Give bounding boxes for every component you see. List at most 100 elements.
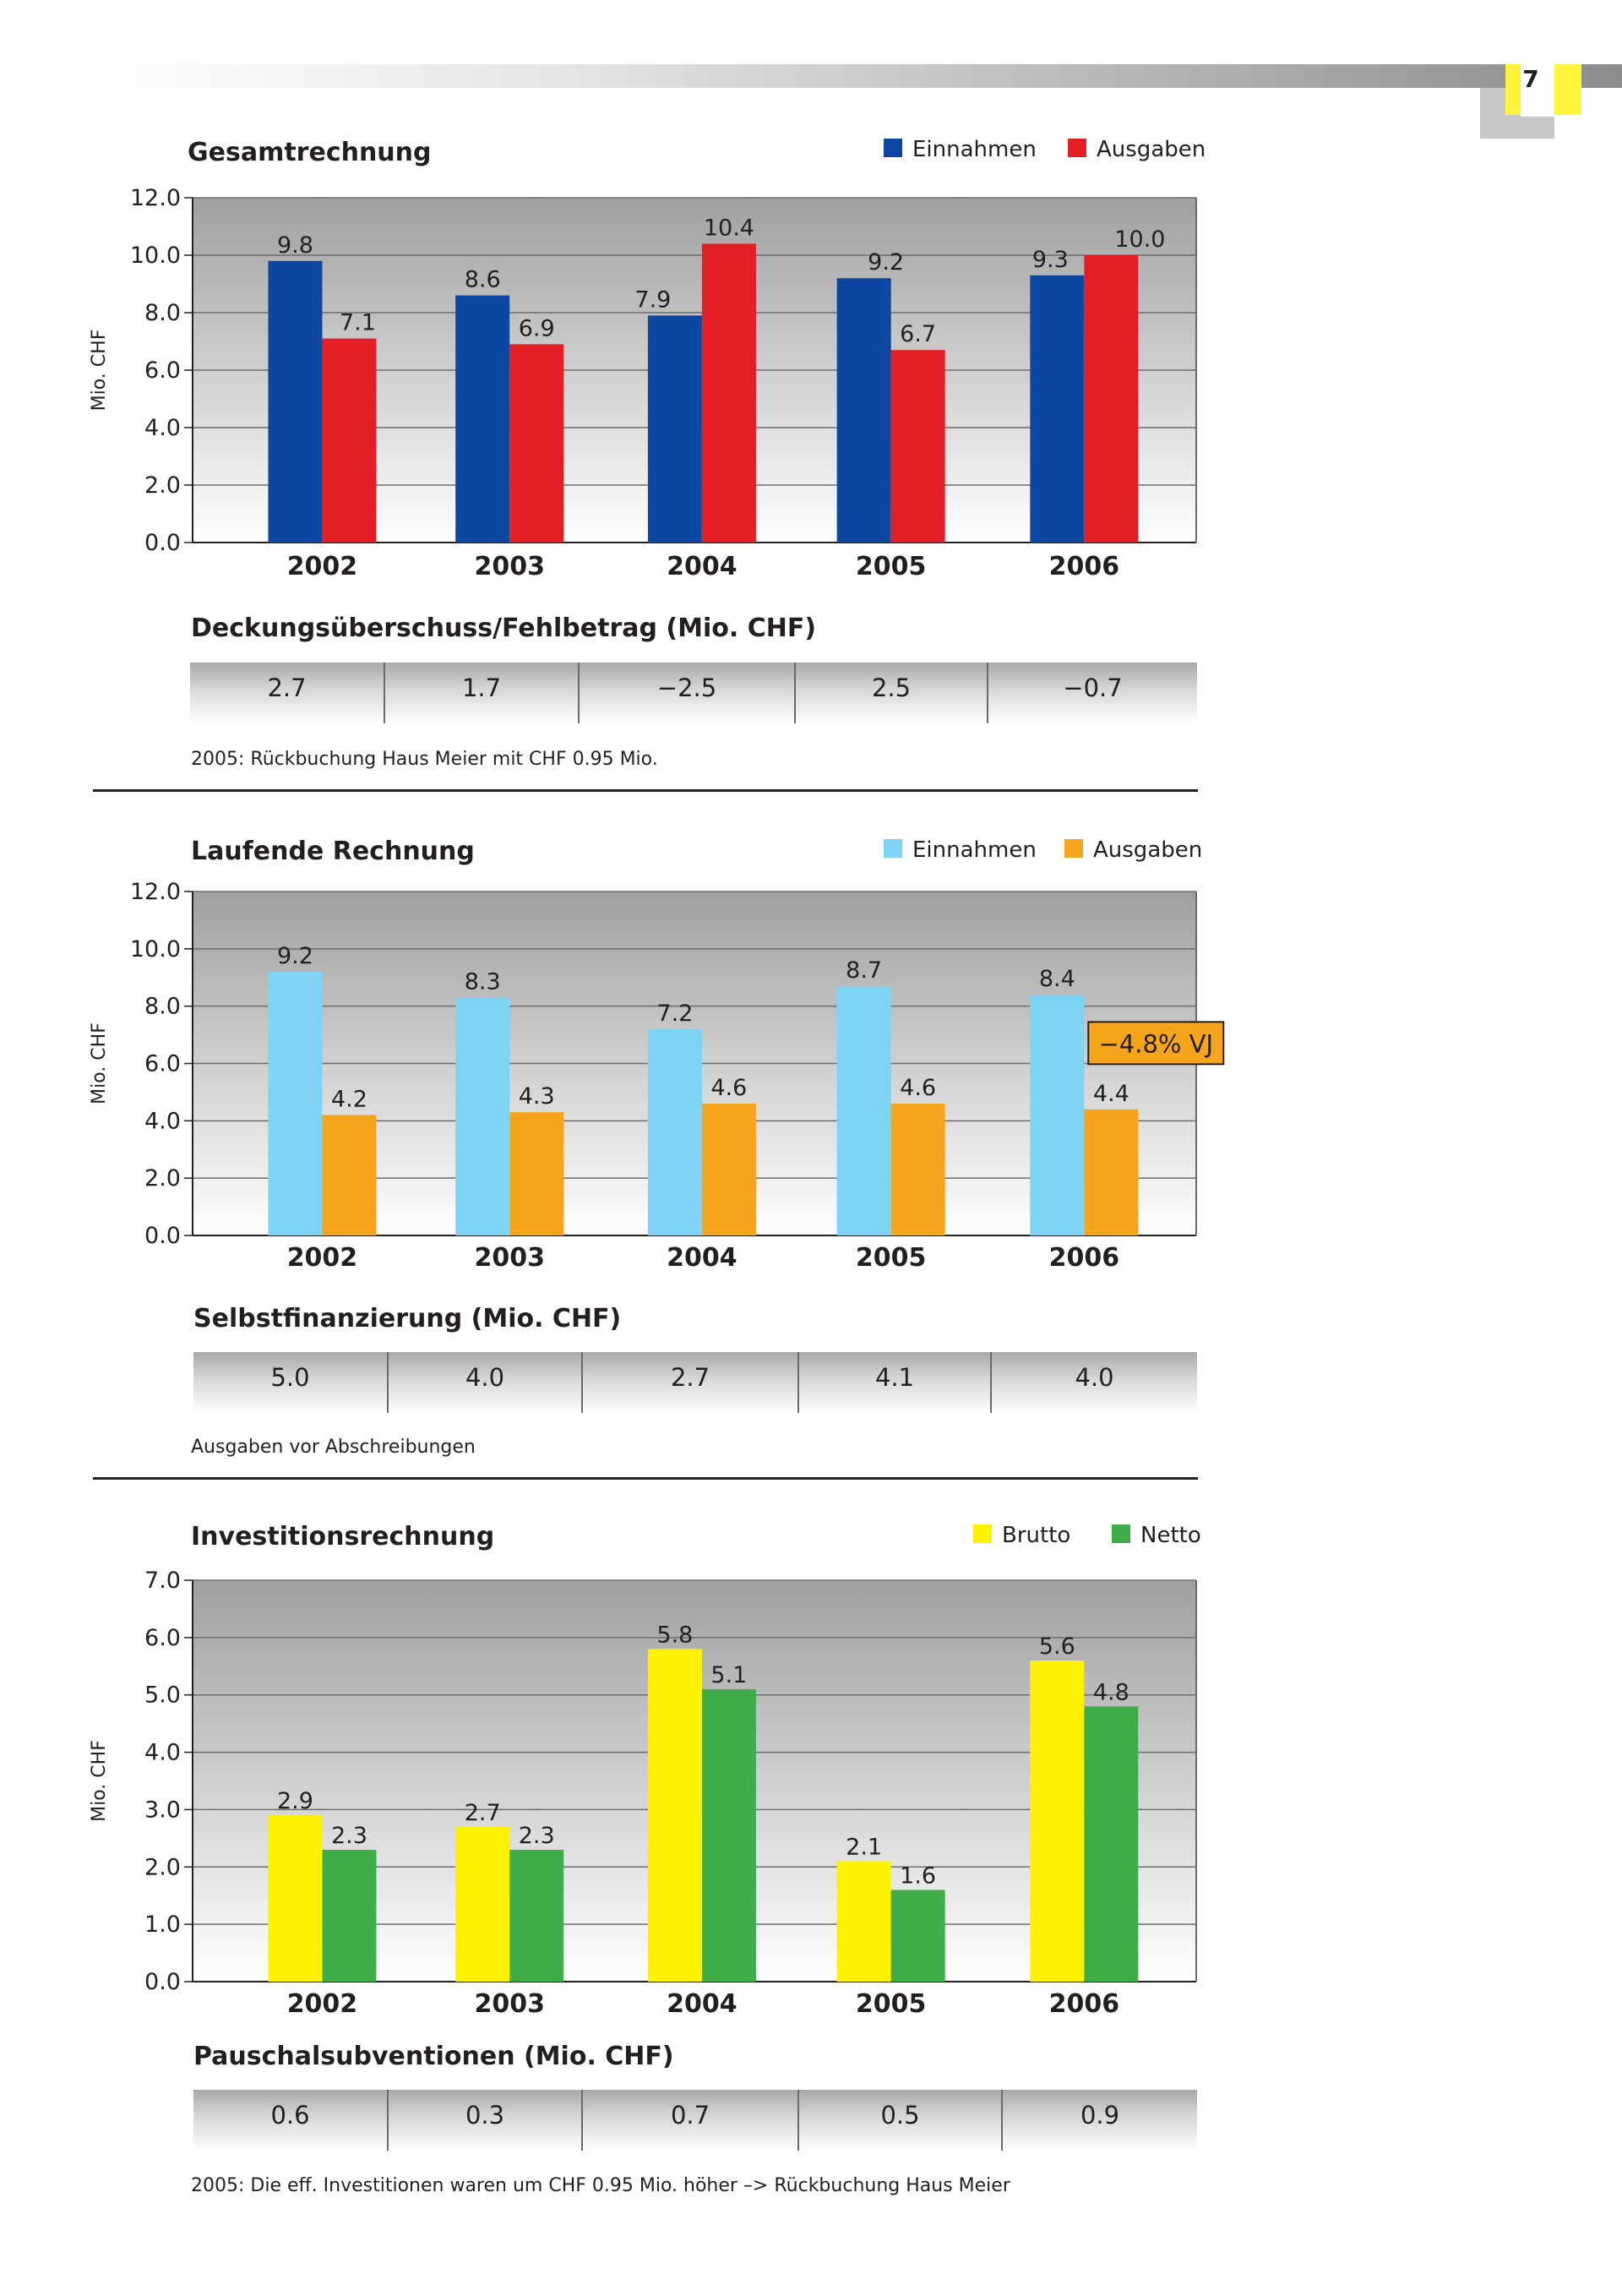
data-label: 8.6 [465, 267, 501, 293]
bar [1084, 1706, 1139, 1982]
bar [455, 1826, 510, 1982]
chart-gesamtrechnung: 0.0 2.0 4.0 6.0 8.0 10.0 12.0 Mio. CHF Gesamtrec… [89, 137, 1206, 581]
bar [1084, 1109, 1139, 1235]
data-label: 7.9 [634, 286, 671, 313]
footnote-table-3: 2005: Die eff. Investitionen waren um CH… [191, 2175, 1010, 2196]
chart-title: Investitionsrechnung [191, 1522, 494, 1552]
data-label: 2.3 [519, 1823, 555, 1849]
bar [322, 1115, 377, 1235]
y-tick-label: 0.0 [144, 1223, 181, 1249]
y-tick-label: 6.0 [144, 357, 181, 384]
table-pauschalsubventionen: 0.6 0.3 0.7 0.5 0.9 [193, 2090, 1197, 2151]
footnote-table-1: 2005: Rückbuchung Haus Meier mit CHF 0.9… [191, 749, 658, 770]
data-label: 9.3 [1032, 247, 1069, 273]
y-tick-label: 4.0 [144, 1740, 181, 1766]
legend-swatch [884, 139, 902, 157]
bar [1030, 995, 1085, 1235]
bar [890, 1890, 945, 1982]
bar [509, 1849, 564, 1982]
y-tick-label: 3.0 [144, 1797, 181, 1823]
table-cell: 4.0 [389, 1352, 583, 1413]
table-cell: 0.5 [799, 2090, 1003, 2151]
footnote-table-2: Ausgaben vor Abschreibungen [191, 1437, 476, 1458]
bar [890, 1103, 945, 1235]
bar [1030, 1661, 1085, 1982]
bar [322, 1849, 377, 1982]
x-category-label: 2003 [474, 1989, 545, 2019]
x-category-label: 2003 [474, 1243, 545, 1273]
table-cell: 4.0 [1075, 1363, 1114, 1392]
y-tick-label: 12.0 [130, 879, 181, 905]
y-tick-label: 5.0 [144, 1682, 181, 1709]
bar [701, 1688, 756, 1982]
table-cell: 4.1 [799, 1352, 992, 1413]
x-category-label: 2003 [474, 552, 545, 581]
section-separator [93, 789, 1198, 792]
chart-investitionsrechnung: 0.0 1.0 2.0 3.0 4.0 5.0 6.0 7.0 Mio. CHF Investit… [89, 1522, 1201, 2019]
data-label: 4.6 [710, 1075, 747, 1101]
bar [836, 1861, 891, 1982]
x-category-label: 2002 [287, 552, 358, 581]
data-label: 7.1 [340, 310, 376, 336]
table-cell: 5.0 [193, 1352, 389, 1413]
y-tick-label: 2.0 [144, 1165, 181, 1192]
annotation-box [1087, 1021, 1225, 1066]
data-label: 8.7 [846, 957, 882, 984]
legend-swatch [884, 839, 902, 858]
y-axis-label: Mio. CHF [89, 1740, 110, 1822]
legend-label: Ausgaben [1097, 137, 1206, 162]
bar [322, 338, 377, 543]
bar [647, 315, 702, 543]
header-gradient-bar [93, 64, 1622, 88]
bar [836, 985, 891, 1235]
data-label: 1.6 [900, 1862, 936, 1889]
y-tick-label: 6.0 [144, 1051, 181, 1077]
bar [647, 1649, 702, 1982]
y-tick-label: 0.0 [144, 1969, 181, 1995]
y-tick-label: 8.0 [144, 300, 181, 326]
corner-decoration-white [1521, 64, 1554, 117]
x-category-label: 2004 [667, 1989, 738, 2019]
section-separator [93, 1477, 1198, 1480]
data-label: 8.3 [465, 968, 501, 995]
data-label: 4.8 [1093, 1679, 1129, 1705]
data-label: 8.4 [1039, 966, 1075, 992]
data-label: 2.7 [465, 1800, 501, 1826]
legend-swatch [1068, 139, 1086, 157]
legend-swatch [973, 1524, 992, 1543]
bar [701, 1103, 756, 1235]
table-cell: 0.7 [583, 2090, 799, 2151]
x-category-label: 2006 [1049, 552, 1120, 581]
y-tick-label: 8.0 [144, 994, 181, 1020]
x-category-label: 2006 [1049, 1243, 1120, 1273]
page-number: 7 [1522, 65, 1539, 93]
x-category-label: 2005 [856, 1243, 927, 1273]
table-cell: −0.7 [1063, 674, 1123, 702]
data-label: 5.8 [656, 1622, 693, 1648]
bar [1084, 255, 1139, 543]
y-tick-label: 10.0 [130, 243, 181, 269]
legend-label: Ausgaben [1093, 837, 1202, 863]
table-cell: 0.3 [389, 2090, 583, 2151]
legend-label: Einnahmen [912, 837, 1037, 863]
bar [455, 997, 510, 1235]
data-label: 6.7 [900, 321, 936, 347]
x-category-label: 2005 [856, 1989, 927, 2019]
data-label: 2.1 [846, 1835, 882, 1861]
bar [836, 278, 891, 543]
data-label: 4.6 [900, 1075, 936, 1101]
legend-swatch [1112, 1524, 1130, 1543]
data-label: 4.3 [519, 1083, 555, 1110]
data-label: 2.9 [277, 1788, 313, 1814]
chart-title: Laufende Rechnung [191, 837, 475, 866]
y-tick-label: 6.0 [144, 1625, 181, 1651]
y-tick-label: 1.0 [144, 1912, 181, 1938]
legend-swatch [1064, 839, 1083, 858]
legend-label: Netto [1140, 1523, 1201, 1548]
data-label: 9.2 [277, 943, 313, 969]
data-label: 10.0 [1114, 226, 1165, 253]
data-label: 2.3 [331, 1823, 367, 1849]
bar [509, 1112, 564, 1235]
bar [268, 260, 323, 543]
data-label: 4.2 [331, 1087, 367, 1113]
